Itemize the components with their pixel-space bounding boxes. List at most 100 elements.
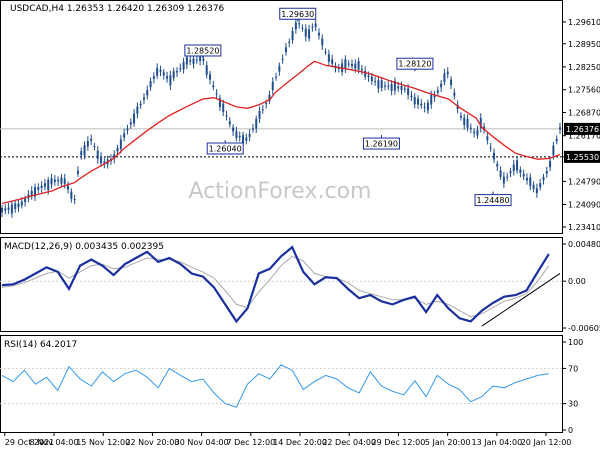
candle-body xyxy=(555,138,558,142)
price-callout-label: 1.28120 xyxy=(398,60,431,69)
candle-body xyxy=(278,65,281,72)
candle-body xyxy=(70,191,73,199)
candle-body xyxy=(47,179,50,191)
candle-body xyxy=(119,139,122,149)
candle-body xyxy=(483,126,486,130)
candle-body xyxy=(1,208,3,213)
price-callout-box xyxy=(206,142,244,155)
candle-body xyxy=(350,63,353,66)
candle-body xyxy=(426,102,429,111)
candle-body xyxy=(357,61,360,70)
current-price-tag: 1.26376 xyxy=(566,125,599,134)
time-tick-label: 22 Dec 04:00 xyxy=(322,438,376,447)
candle-body xyxy=(242,135,245,144)
rsi-layer xyxy=(0,364,562,408)
candle-body xyxy=(4,208,7,211)
candle-body xyxy=(331,59,334,64)
candle-body xyxy=(162,72,165,76)
candle-body xyxy=(291,31,294,41)
candle-body xyxy=(179,68,182,70)
candle-body xyxy=(50,178,53,185)
rsi-tick-label: 30 xyxy=(568,400,578,409)
current-price-tag-bg xyxy=(564,122,600,135)
candle-body xyxy=(317,32,320,36)
macd-label: MACD(12,26,9) 0.003435 0.002395 xyxy=(4,242,164,252)
candle-body xyxy=(149,81,152,88)
candle-body xyxy=(34,187,37,197)
candle-body xyxy=(314,23,317,28)
candle-body xyxy=(76,170,79,174)
candle-body xyxy=(284,47,287,53)
candle-body xyxy=(509,171,512,174)
candle-body xyxy=(367,75,370,78)
candle-body xyxy=(142,97,145,100)
rsi-tick-label: 100 xyxy=(568,338,583,347)
candle-body xyxy=(393,80,396,91)
candle-body xyxy=(258,110,261,119)
candle-body xyxy=(525,177,528,181)
candle-body xyxy=(516,160,519,171)
candle-body xyxy=(436,90,439,93)
candle-body xyxy=(30,190,33,196)
candle-body xyxy=(73,199,76,201)
time-tick-label: 15 Nov 12:00 xyxy=(76,438,130,447)
candle-body xyxy=(559,127,561,130)
candle-body xyxy=(199,56,202,61)
rsi-label: RSI(14) 64.2017 xyxy=(4,340,77,350)
candle-body xyxy=(397,86,400,89)
candle-body xyxy=(410,95,413,98)
candle-body xyxy=(166,76,169,79)
price-callout-label: 1.26040 xyxy=(209,145,242,154)
candle-body xyxy=(311,26,314,28)
candle-body xyxy=(479,117,482,128)
candle-body xyxy=(377,80,380,89)
candle-body xyxy=(453,92,456,96)
candle-body xyxy=(40,185,43,188)
price-tick-label: 1.26870 xyxy=(568,109,600,118)
candle-body xyxy=(209,74,212,80)
price-callout-box xyxy=(396,57,434,70)
time-tick-label: 29 Oct 2021 xyxy=(5,438,54,447)
candle-body xyxy=(24,198,27,203)
price-tick-label: 1.24090 xyxy=(568,201,600,210)
candle-body xyxy=(93,146,96,148)
candle-body xyxy=(245,137,248,141)
price-pane xyxy=(0,0,563,234)
candle-body xyxy=(532,184,535,189)
rsi-line xyxy=(1,364,549,408)
price-callout-box xyxy=(362,137,400,150)
price-callout-label: 1.28520 xyxy=(186,46,219,55)
macd-tick-label: 0.00 xyxy=(568,277,586,286)
candle-body xyxy=(195,59,198,61)
axis-layer: 1.29610 1.28950 1.28250 1.27560 1.26870 1.261… xyxy=(4,18,600,447)
moving-average-line xyxy=(1,60,561,205)
candle-body xyxy=(238,135,241,138)
candle-body xyxy=(275,76,278,78)
rsi-pane xyxy=(0,335,563,433)
candle-body xyxy=(129,122,132,125)
candle-body xyxy=(53,179,56,183)
candle-body xyxy=(502,176,505,184)
time-tick-label: 5 Jan 20:00 xyxy=(425,438,471,447)
candle-body xyxy=(60,177,63,184)
macd-tick-label: 0.004809 xyxy=(568,240,600,249)
candle-body xyxy=(301,27,304,29)
candle-body xyxy=(417,98,420,105)
candle-body xyxy=(37,187,40,190)
time-tick-label: 7 Dec 12:00 xyxy=(226,438,275,447)
candle-body xyxy=(205,65,208,75)
rsi-tick-label: 0 xyxy=(568,426,573,435)
candle-body xyxy=(430,94,433,105)
candle-body xyxy=(215,93,218,95)
price-callout-label: 1.29630 xyxy=(281,10,314,19)
candle-body xyxy=(212,85,215,88)
candle-body xyxy=(440,83,443,88)
price-callout-box xyxy=(184,44,222,57)
candle-body xyxy=(512,164,515,172)
candle-body xyxy=(539,183,542,188)
symbol-header: USDCAD,H4 1.26353 1.26420 1.26309 1.2637… xyxy=(10,4,225,14)
candle-body xyxy=(499,170,502,177)
candle-body xyxy=(476,129,479,136)
macd-trendline xyxy=(481,273,561,327)
